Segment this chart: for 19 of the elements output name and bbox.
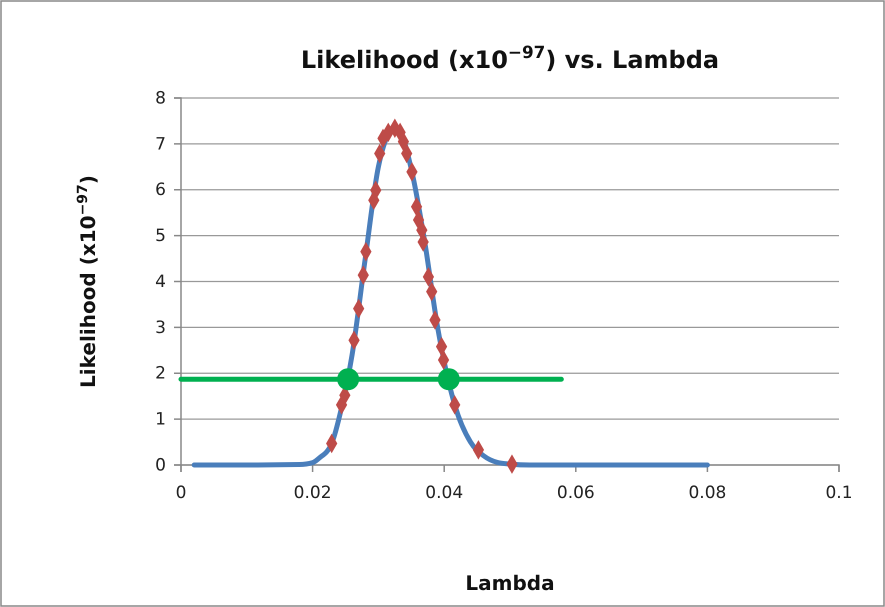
point (337, 368, 360, 390)
x-tick-label: 0 (176, 483, 186, 504)
y-tick-label: 5 (155, 226, 166, 246)
x-tick-label: 0.06 (556, 483, 595, 504)
y-tick-label: 0 (155, 455, 166, 476)
y-tick-label: 2 (155, 364, 166, 384)
x-axis-title: Lambda (465, 571, 555, 595)
x-tick-label: 0.08 (688, 483, 726, 504)
x-tick-label: 0.02 (294, 483, 332, 504)
y-tick-label: 8 (155, 88, 166, 108)
y-tick-label: 6 (155, 180, 166, 200)
y-tick-label: 4 (155, 272, 166, 292)
chart-title: Likelihood (x10$^{−97}$) vs. Lambda (300, 42, 720, 74)
x-tick-label: 0.04 (425, 483, 464, 504)
point (438, 368, 460, 390)
y-tick-label: 1 (155, 410, 166, 430)
y-tick-label: 7 (155, 134, 166, 154)
x-tick-label: 0.1 (825, 483, 853, 504)
y-tick-label: 3 (155, 318, 166, 338)
